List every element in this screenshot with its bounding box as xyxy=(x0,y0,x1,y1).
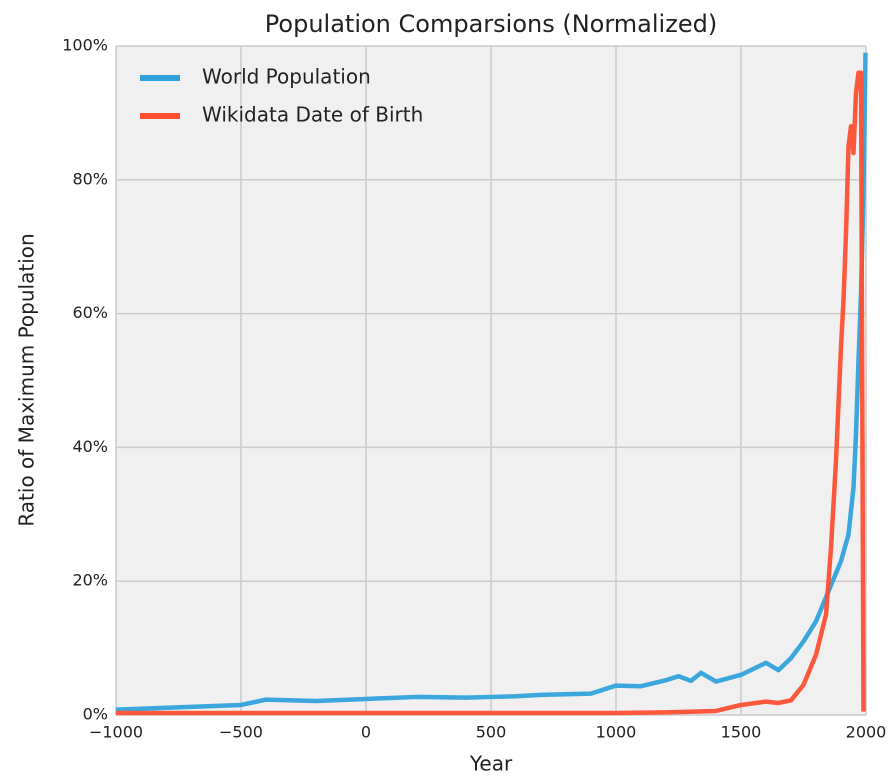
x-tick-label: −1000 xyxy=(89,723,143,742)
y-tick-label: 20% xyxy=(72,571,108,590)
y-tick-label: 60% xyxy=(72,303,108,322)
legend-label: Wikidata Date of Birth xyxy=(202,103,423,127)
x-axis-label: Year xyxy=(469,752,513,776)
x-tick-label: 1000 xyxy=(596,723,637,742)
chart-title: Population Comparsions (Normalized) xyxy=(265,10,717,38)
x-tick-label: 1500 xyxy=(721,723,762,742)
y-tick-label: 40% xyxy=(72,437,108,456)
data-line xyxy=(115,52,868,712)
data-line xyxy=(116,70,866,716)
x-tick-label: 2000 xyxy=(846,723,887,742)
x-tick-label: 500 xyxy=(476,723,507,742)
y-tick-label: 0% xyxy=(83,705,108,724)
x-tick-label: −500 xyxy=(219,723,263,742)
x-tick-label: 0 xyxy=(361,723,371,742)
y-axis-label: Ratio of Maximum Population xyxy=(15,233,39,526)
y-tick-label: 100% xyxy=(62,36,108,55)
legend-label: World Population xyxy=(202,65,371,89)
y-tick-label: 80% xyxy=(72,169,108,188)
